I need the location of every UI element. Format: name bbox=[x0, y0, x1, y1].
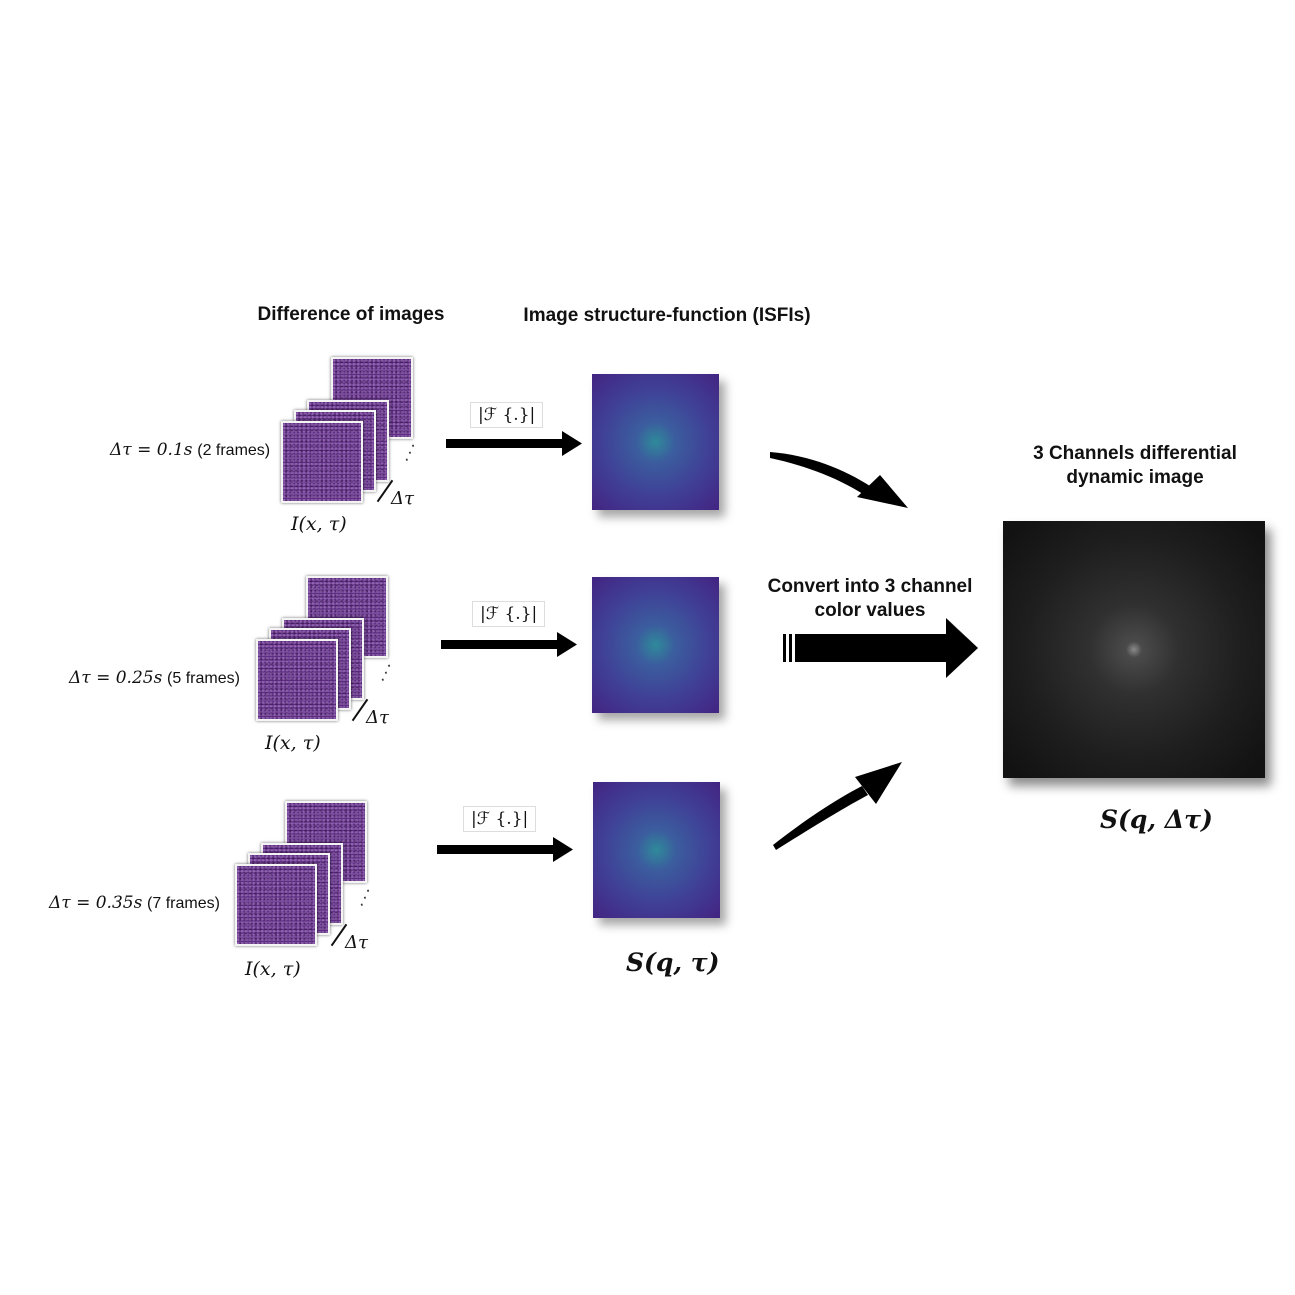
row2-delta-label: Δτ = 0.25s (5 frames) bbox=[69, 668, 240, 688]
row2-delta-math: Δτ = 0.25s bbox=[69, 668, 163, 688]
curved-arrow-bottom bbox=[773, 762, 902, 850]
convert-label: Convert into 3 channel color values bbox=[750, 575, 990, 623]
row3-frame-front bbox=[235, 864, 317, 946]
row3-arrow bbox=[437, 837, 573, 862]
row3-fourier-label: |ℱ {.}| bbox=[463, 806, 537, 832]
row3-delta-math: Δτ = 0.35s bbox=[49, 893, 143, 913]
curved-arrow-top bbox=[770, 452, 908, 508]
convert-label-line1: Convert into 3 channel bbox=[767, 576, 973, 597]
row2-fourier-label: |ℱ {.}| bbox=[472, 601, 546, 627]
row2-arrow bbox=[441, 632, 577, 657]
row1-ixt: I(x, τ) bbox=[291, 513, 347, 535]
row2-frame-front bbox=[256, 639, 338, 721]
row1-frame-front bbox=[281, 421, 363, 503]
row1-delta-label: Δτ = 0.1s (2 frames) bbox=[110, 440, 270, 460]
row3-delta-label: Δτ = 0.35s (7 frames) bbox=[49, 893, 220, 913]
difference-header: Difference of images bbox=[257, 304, 445, 325]
row1-dtau: Δτ bbox=[391, 488, 414, 509]
row2-ixt: I(x, τ) bbox=[265, 732, 321, 754]
row2-dtau: Δτ bbox=[366, 707, 389, 728]
ddi-header-line1: 3 Channels differential bbox=[1033, 443, 1237, 464]
row2-isf-image bbox=[592, 577, 719, 713]
sq-tau-label: S(q, τ) bbox=[626, 948, 720, 977]
row2-frames-note: (5 frames) bbox=[167, 670, 240, 687]
row1-frames-note: (2 frames) bbox=[197, 442, 271, 459]
row3-frames-note: (7 frames) bbox=[147, 895, 220, 912]
row1-isf-image bbox=[592, 374, 719, 510]
row3-dtau: Δτ bbox=[345, 932, 368, 953]
row1-fourier-label: |ℱ {.}| bbox=[470, 402, 544, 428]
convert-arrow bbox=[783, 618, 978, 678]
row3-isf-image bbox=[593, 782, 720, 918]
row1-delta-math: Δτ = 0.1s bbox=[110, 440, 193, 460]
row3-ixt: I(x, τ) bbox=[245, 958, 301, 980]
convert-label-line2: color values bbox=[814, 600, 926, 621]
ddi-header: 3 Channels differential dynamic image bbox=[1010, 442, 1260, 490]
isf-header: Image structure-function (ISFIs) bbox=[523, 305, 811, 326]
ddi-image bbox=[1003, 521, 1265, 778]
ddi-header-line2: dynamic image bbox=[1066, 467, 1204, 488]
sq-dtau-label: S(q, Δτ) bbox=[1100, 805, 1213, 834]
row1-arrow bbox=[446, 431, 582, 456]
